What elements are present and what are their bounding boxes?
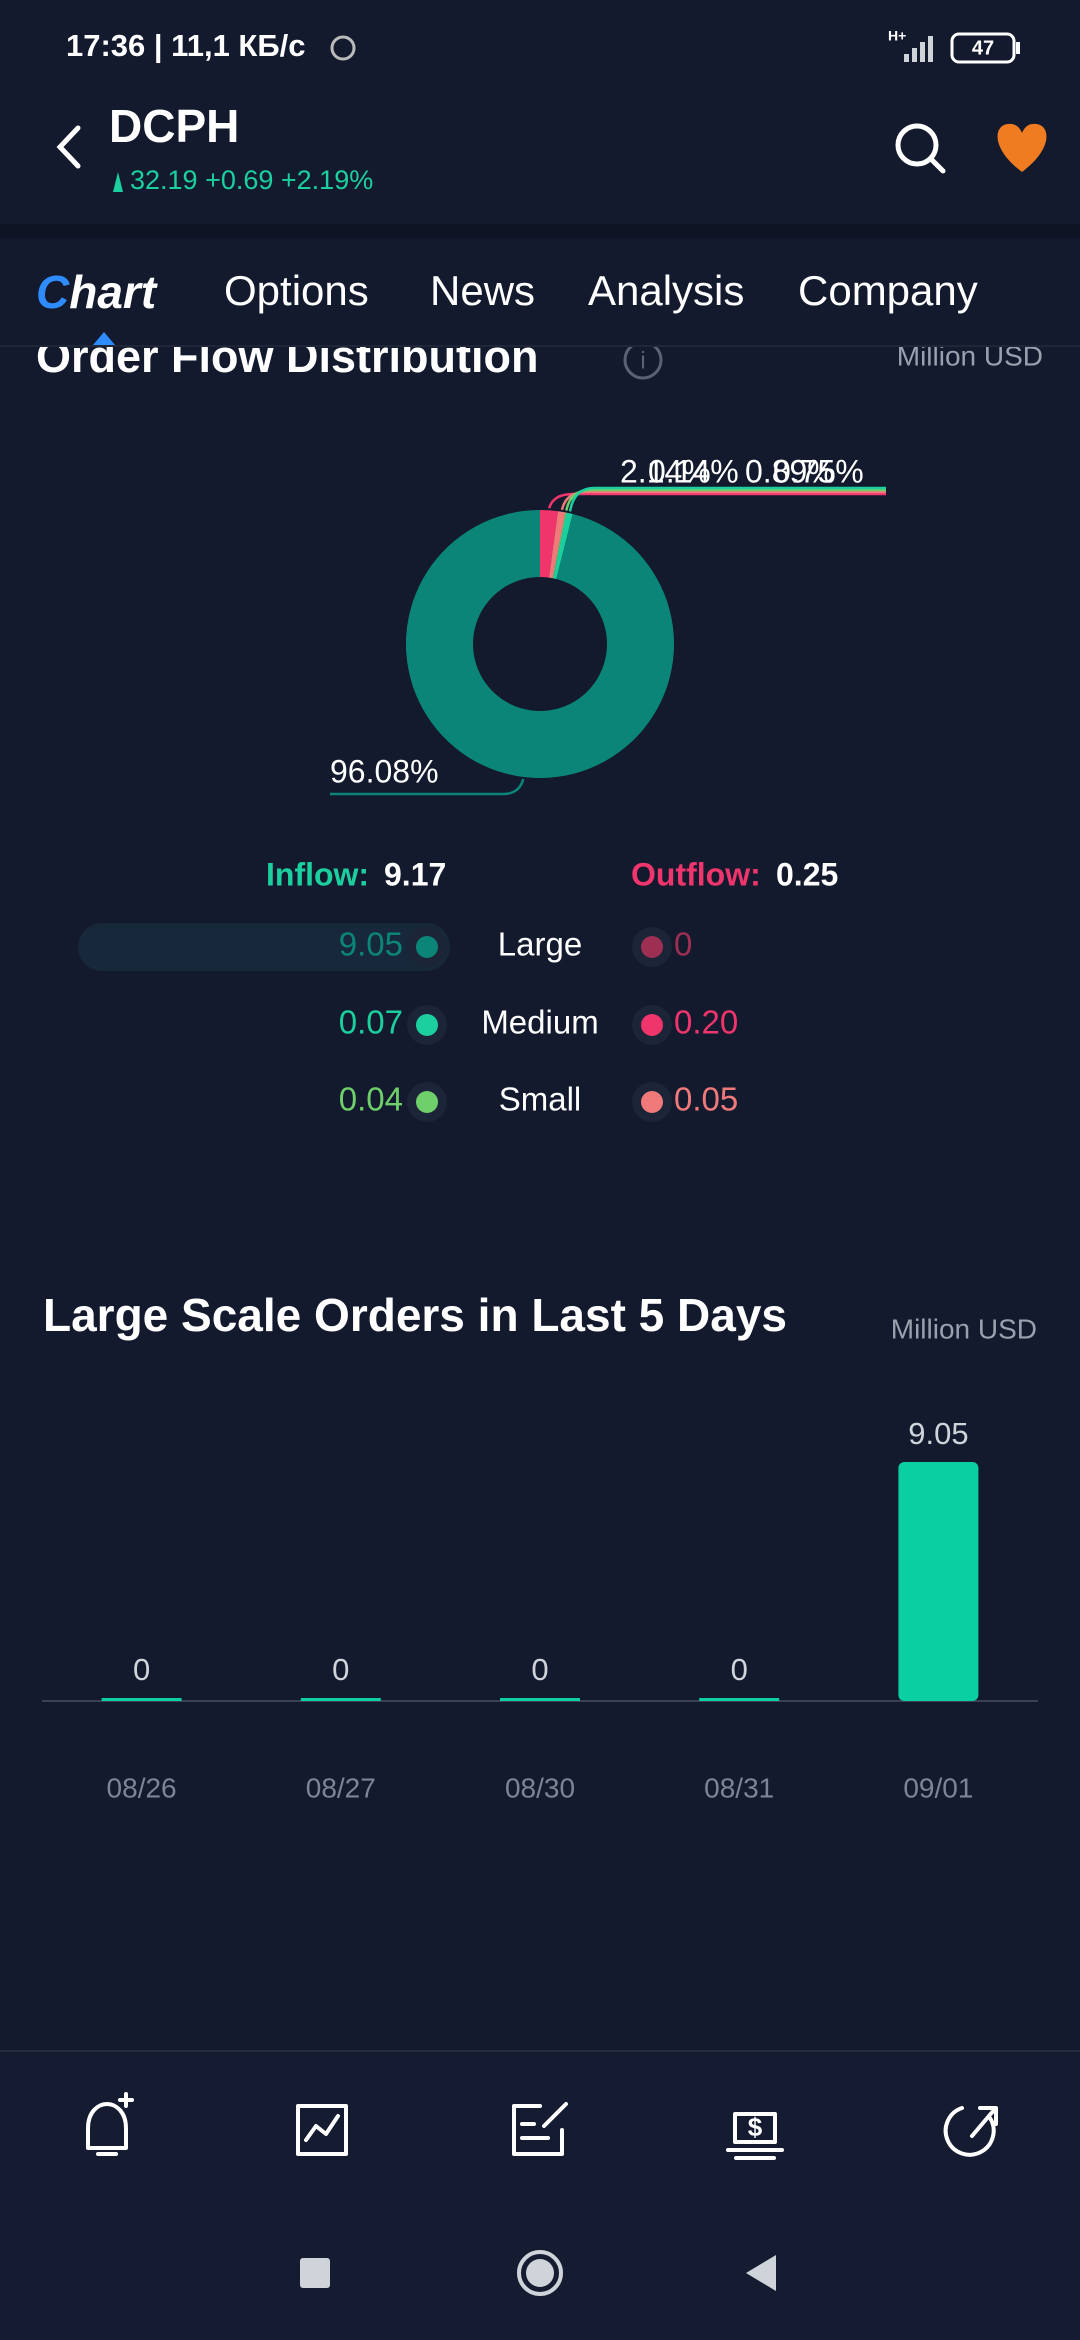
tab[interactable]: Options	[224, 267, 369, 314]
x-tick-label: 08/31	[704, 1772, 774, 1803]
tab[interactable]: Analysis	[588, 267, 744, 314]
battery-level: 47	[972, 37, 994, 59]
status-time: 17:36 | 11,1 КБ/с	[66, 28, 305, 63]
pie-slice	[540, 510, 558, 578]
outflow-value: 0.20	[674, 1004, 738, 1041]
unit-label: Million USD	[891, 1313, 1037, 1344]
pie-slice	[552, 512, 567, 579]
chart-button[interactable]	[296, 2104, 348, 2156]
outflow-value: 0	[674, 926, 692, 963]
nav-recent[interactable]	[300, 2258, 330, 2288]
back-button[interactable]	[56, 125, 81, 169]
inflow-value: 0.07	[339, 1004, 403, 1041]
x-tick-label: 09/01	[903, 1772, 973, 1803]
slice-label: 0.89%	[745, 453, 836, 489]
bar	[101, 1698, 182, 1701]
row-label: Small	[499, 1081, 582, 1118]
signal	[904, 36, 933, 62]
leader-line	[560, 490, 886, 511]
share-button[interactable]	[943, 2106, 998, 2157]
bar	[300, 1698, 381, 1701]
favorite-button[interactable]	[997, 123, 1047, 172]
x-tick-label: 08/30	[505, 1772, 575, 1803]
tab-indicator	[93, 332, 115, 345]
pie-slice	[548, 511, 566, 579]
quote: 32.19 +0.69 +2.19%	[130, 165, 373, 195]
symbol: DCPH	[109, 100, 239, 152]
nav-back[interactable]	[746, 2255, 776, 2291]
bar	[500, 1698, 580, 1701]
leader-line	[565, 488, 886, 511]
outflow-dot	[641, 1014, 663, 1036]
up-arrow	[113, 172, 123, 192]
outflow-label: Outflow:	[631, 856, 761, 892]
alert-button[interactable]	[86, 2092, 134, 2156]
section-title: Large Scale Orders in Last 5 Days	[43, 1289, 787, 1341]
outflow-dot	[641, 1091, 663, 1113]
inflow-dot	[416, 936, 438, 958]
row-label: Large	[498, 926, 582, 963]
large-inflow-bar	[78, 923, 450, 971]
inflow-value: 0.04	[339, 1081, 403, 1118]
slice-label: 96.08%	[330, 753, 439, 789]
x-tick-label: 08/26	[107, 1772, 177, 1803]
bottom-nav	[0, 2051, 1080, 2340]
outflow-value: 0.05	[674, 1081, 738, 1118]
search-button[interactable]	[895, 123, 946, 174]
row-label: Medium	[481, 1004, 598, 1041]
trade-button[interactable]	[726, 2112, 784, 2160]
network-type: H+	[888, 28, 906, 44]
inflow-dot	[416, 1091, 438, 1113]
trade-glyph: $	[748, 2112, 763, 2142]
divider	[0, 224, 1080, 238]
tab[interactable]: Company	[798, 267, 978, 314]
battery-tip	[1016, 42, 1020, 54]
tab-active[interactable]: Chart	[36, 266, 157, 318]
outflow-dot	[641, 936, 663, 958]
value-label: 9.05	[908, 1416, 968, 1451]
slice-label: 0.75%	[773, 453, 864, 489]
info-icon-glyph: i	[640, 347, 645, 374]
tab[interactable]: News	[430, 267, 535, 314]
value-label: 0	[731, 1652, 748, 1687]
header-bg	[0, 0, 1080, 224]
leader-line	[330, 778, 525, 796]
x-tick-label: 08/27	[306, 1772, 376, 1803]
value-label: 0	[133, 1652, 150, 1687]
inflow-dot	[416, 1014, 438, 1036]
slice-label: 0.14%	[648, 453, 739, 489]
inflow-label: Inflow:	[266, 856, 369, 892]
inflow-value: 9.05	[339, 926, 403, 963]
leader-line	[568, 486, 886, 512]
inflow-total: 9.17	[384, 856, 446, 892]
pie-slice	[405, 510, 674, 778]
pie-slice	[553, 512, 573, 580]
battery	[950, 32, 1016, 64]
slice-label: 2.14%	[620, 453, 711, 489]
nav-home-dot	[526, 2259, 554, 2287]
bar	[898, 1462, 979, 1701]
bar	[699, 1698, 780, 1701]
note-button[interactable]	[512, 2102, 568, 2156]
value-label: 0	[332, 1652, 349, 1687]
tab-bar	[0, 238, 1080, 346]
status-icon	[330, 35, 356, 61]
outflow-total: 0.25	[776, 856, 838, 892]
value-label: 0	[531, 1652, 548, 1687]
nav-home[interactable]	[517, 2250, 563, 2296]
